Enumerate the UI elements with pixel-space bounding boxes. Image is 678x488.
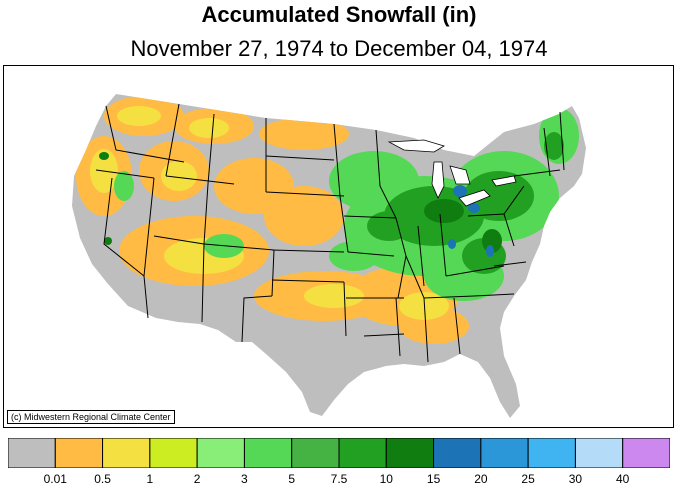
map-panel: (c) Midwestern Regional Climate Center — [3, 65, 674, 428]
map-title: Accumulated Snowfall (in) — [201, 2, 477, 27]
legend-swatch — [149, 438, 198, 468]
legend-label: 20 — [474, 472, 488, 486]
map-subtitle: November 27, 1974 to December 04, 1974 — [130, 36, 548, 61]
legend-label: 10 — [379, 472, 393, 486]
legend-label: 5 — [288, 472, 296, 486]
legend-label: 1 — [146, 472, 154, 486]
legend-swatches — [8, 438, 670, 468]
legend-label: 15 — [426, 472, 441, 486]
snow-extreme-areas — [448, 185, 494, 257]
legend-swatch — [338, 438, 387, 468]
legend-swatch — [433, 438, 482, 468]
legend-label: 3 — [241, 472, 248, 486]
legend-swatch — [385, 438, 435, 468]
legend-swatch — [54, 438, 104, 468]
legend-label: 2 — [193, 472, 201, 486]
legend-swatch — [527, 438, 576, 468]
legend-swatch — [196, 438, 245, 468]
legend-swatch — [622, 438, 670, 468]
legend-swatch — [243, 438, 293, 468]
legend-swatch — [8, 438, 56, 468]
color-legend — [8, 438, 670, 468]
great-lakes — [387, 139, 517, 207]
legend-swatch — [291, 438, 340, 468]
legend-label: 0.5 — [94, 472, 111, 486]
legend-label: 0.01 — [43, 472, 67, 486]
snow-very-heavy-areas — [99, 152, 502, 253]
legend-label: 40 — [616, 472, 630, 486]
legend-swatch — [480, 438, 529, 468]
snowfall-map — [72, 94, 586, 418]
legend-label: 7.5 — [330, 472, 348, 486]
state-boundaries — [95, 103, 565, 363]
legend-label: 30 — [568, 472, 583, 486]
snowfall-overlay — [76, 96, 579, 344]
legend-label: 25 — [521, 472, 535, 486]
legend-swatch — [102, 438, 151, 468]
legend-swatch — [574, 438, 624, 468]
credit-label: (c) Midwestern Regional Climate Center — [7, 410, 175, 424]
continental-us — [72, 94, 586, 418]
